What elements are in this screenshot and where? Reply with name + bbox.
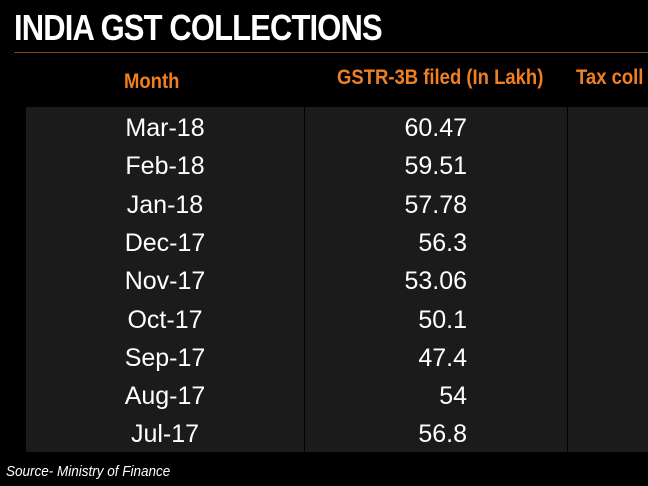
cell-month: Jul-17 bbox=[130, 420, 200, 449]
table-row: Dec-17 56.3 bbox=[26, 224, 648, 262]
cell-gstr3b-filed: 47.4 bbox=[418, 343, 467, 372]
cell-gstr3b-filed: 53.06 bbox=[404, 267, 467, 296]
cell-month: Aug-17 bbox=[124, 382, 206, 411]
table-row: Oct-17 50.1 bbox=[26, 301, 648, 339]
table-body: Mar-18 60.47 Feb-18 59.51 Jan-18 57.78 Dec-17 5… bbox=[26, 107, 648, 452]
column-header-month: Month bbox=[124, 70, 180, 93]
cell-month: Nov-17 bbox=[124, 267, 206, 296]
column-header-gstr3b-filed: GSTR-3B filed (In Lakh) bbox=[337, 66, 544, 89]
table-header-row: Month GSTR-3B filed (In Lakh) Tax coll bbox=[0, 58, 648, 106]
table-row: Aug-17 54 bbox=[26, 377, 648, 415]
cell-gstr3b-filed: 50.1 bbox=[418, 305, 467, 334]
cell-month: Feb-18 bbox=[125, 152, 205, 181]
cell-gstr3b-filed: 56.8 bbox=[418, 420, 467, 449]
table-row: Jan-18 57.78 bbox=[26, 186, 648, 224]
cell-gstr3b-filed: 59.51 bbox=[404, 152, 467, 181]
source-note: Source- Ministry of Finance bbox=[6, 463, 171, 480]
cell-month: Jan-18 bbox=[126, 190, 204, 219]
column-header-tax-collection: Tax coll bbox=[576, 66, 644, 89]
table-row: Sep-17 47.4 bbox=[26, 339, 648, 377]
title-divider bbox=[14, 52, 648, 53]
column-divider bbox=[304, 107, 305, 452]
column-divider bbox=[567, 107, 568, 452]
cell-month: Mar-18 bbox=[125, 114, 205, 142]
table-row: Feb-18 59.51 bbox=[26, 147, 648, 185]
cell-gstr3b-filed: 56.3 bbox=[418, 228, 467, 257]
cell-gstr3b-filed: 57.78 bbox=[404, 190, 467, 219]
chart-title: INDIA GST COLLECTIONS bbox=[14, 7, 383, 48]
cell-gstr3b-filed: 54 bbox=[439, 382, 467, 411]
table-row: Jul-17 56.8 bbox=[26, 415, 648, 453]
cell-month: Oct-17 bbox=[127, 305, 203, 334]
cell-month: Dec-17 bbox=[124, 228, 206, 257]
table-row: Mar-18 60.47 bbox=[26, 109, 648, 147]
cell-month: Sep-17 bbox=[124, 343, 206, 372]
table-row: Nov-17 53.06 bbox=[26, 262, 648, 300]
cell-gstr3b-filed: 60.47 bbox=[404, 114, 467, 142]
